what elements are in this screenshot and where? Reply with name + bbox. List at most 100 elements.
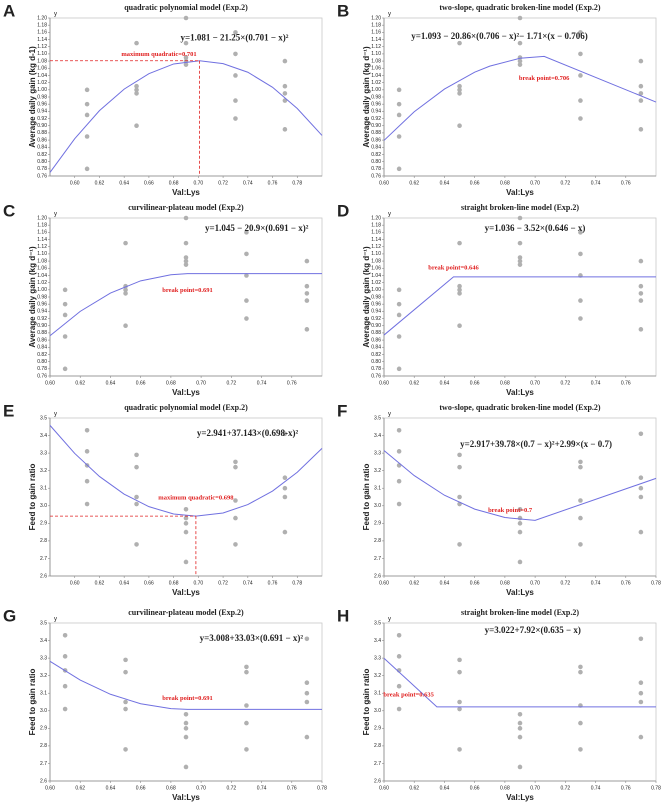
- x-tick-label: 0.76: [268, 580, 278, 586]
- data-point: [638, 258, 644, 264]
- data-point: [62, 312, 68, 318]
- x-tick-label: 0.70: [530, 580, 540, 586]
- data-point: [578, 747, 583, 752]
- data-point: [457, 240, 462, 246]
- x-tick-label: 0.72: [226, 785, 236, 791]
- data-point: [517, 58, 523, 64]
- x-tick-label: 0.74: [257, 785, 267, 791]
- data-point: [396, 334, 402, 339]
- data-point: [517, 15, 523, 21]
- data-point: [638, 734, 644, 740]
- data-point: [134, 494, 139, 500]
- x-tick-label: 0.74: [591, 180, 601, 186]
- y-tick-label: 0.78: [371, 166, 381, 172]
- y-tick-label: 1.14: [37, 37, 47, 43]
- data-point: [134, 123, 139, 129]
- y-tick-label: 0.94: [371, 109, 381, 115]
- annotation: break point=0.691: [162, 287, 213, 294]
- data-point: [638, 283, 644, 289]
- y-axis-label: Feed to gain ratio: [362, 464, 371, 531]
- y-tick-label: 2.9: [374, 726, 381, 732]
- data-point: [517, 734, 523, 740]
- data-point: [134, 40, 139, 46]
- x-axis-label: Val:Lys: [506, 388, 534, 397]
- x-tick-label: 0.60: [45, 785, 55, 791]
- y-tick-label: 0.82: [371, 152, 381, 158]
- y-tick-label: 1.06: [371, 266, 381, 272]
- data-point: [638, 91, 644, 96]
- y-tick-label: 3.1: [374, 486, 381, 492]
- data-point: [396, 112, 402, 118]
- data-point: [517, 720, 523, 726]
- data-point: [244, 273, 249, 278]
- data-point: [183, 764, 189, 770]
- data-point: [578, 98, 583, 103]
- y-tick-label: 0.80: [371, 159, 381, 165]
- y-tick-label: 3.4: [374, 433, 381, 439]
- data-point: [62, 301, 68, 307]
- data-point: [183, 258, 189, 264]
- data-point: [183, 506, 189, 512]
- data-point: [517, 506, 523, 512]
- y-tick-label: 0.86: [37, 137, 47, 143]
- y-tick-label: 2.6: [40, 573, 47, 579]
- y-tick-label: 3.5: [374, 415, 381, 421]
- data-point: [396, 101, 402, 107]
- data-point: [183, 55, 189, 60]
- data-point: [62, 706, 68, 712]
- y-tick-label: 1.00: [37, 87, 47, 93]
- x-tick-label: 0.76: [268, 180, 278, 186]
- data-point: [244, 669, 249, 675]
- data-point: [517, 559, 523, 565]
- y-tick-label: 3.3: [40, 450, 47, 456]
- data-point: [183, 720, 189, 726]
- y-symbol: y: [54, 412, 57, 418]
- fit-line: [383, 55, 657, 141]
- data-point: [233, 459, 238, 465]
- data-point: [233, 51, 238, 57]
- y-tick-label: 1.14: [37, 237, 47, 243]
- data-point: [123, 699, 128, 705]
- y-tick-label: 1.18: [37, 223, 47, 229]
- x-tick-label: 0.66: [136, 380, 146, 386]
- y-tick-label: 3.3: [374, 450, 381, 456]
- annotation: maximum quadratic=0.698: [158, 495, 234, 502]
- data-point: [457, 40, 462, 46]
- data-point: [517, 255, 523, 260]
- data-point: [638, 680, 644, 685]
- y-tick-label: 1.10: [371, 251, 381, 257]
- data-point: [84, 449, 90, 454]
- y-tick-label: 1.04: [371, 73, 381, 79]
- data-point: [183, 215, 189, 221]
- data-point: [517, 521, 523, 526]
- y-tick-label: 1.18: [371, 23, 381, 29]
- data-point: [638, 98, 644, 103]
- data-point: [457, 91, 462, 96]
- y-tick-label: 1.04: [37, 73, 47, 79]
- y-tick-label: 1.18: [37, 23, 47, 29]
- y-tick-label: 1.20: [371, 15, 381, 21]
- x-tick-label: 0.60: [70, 180, 80, 186]
- y-tick-label: 3.3: [374, 655, 381, 661]
- y-tick-label: 1.20: [371, 215, 381, 221]
- equation: y=2.917+39.78×(0.7 − x)²+2.99×(x − 0.7): [460, 439, 612, 449]
- y-tick-label: 0.86: [371, 137, 381, 143]
- y-tick-label: 1.08: [37, 258, 47, 264]
- data-point: [244, 703, 249, 708]
- x-tick-label: 0.60: [379, 180, 389, 186]
- data-point: [638, 298, 644, 303]
- y-tick-label: 3.3: [40, 655, 47, 661]
- data-point: [183, 262, 189, 267]
- x-tick-label: 0.62: [95, 580, 105, 586]
- equation: y=2.941+37.143×(0.698-x)²: [197, 428, 299, 438]
- x-tick-label: 0.60: [379, 380, 389, 386]
- y-tick-label: 0.90: [37, 123, 47, 129]
- data-point: [304, 298, 310, 303]
- x-tick-label: 0.66: [136, 785, 146, 791]
- y-tick-label: 0.82: [371, 352, 381, 358]
- data-point: [457, 669, 462, 675]
- data-point: [396, 632, 402, 638]
- y-symbol: y: [54, 617, 57, 623]
- y-tick-label: 1.12: [371, 44, 381, 50]
